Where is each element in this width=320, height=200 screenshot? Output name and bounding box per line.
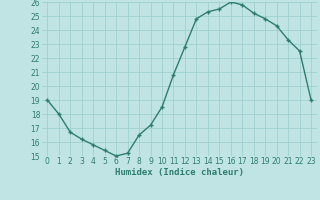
X-axis label: Humidex (Indice chaleur): Humidex (Indice chaleur) <box>115 168 244 177</box>
